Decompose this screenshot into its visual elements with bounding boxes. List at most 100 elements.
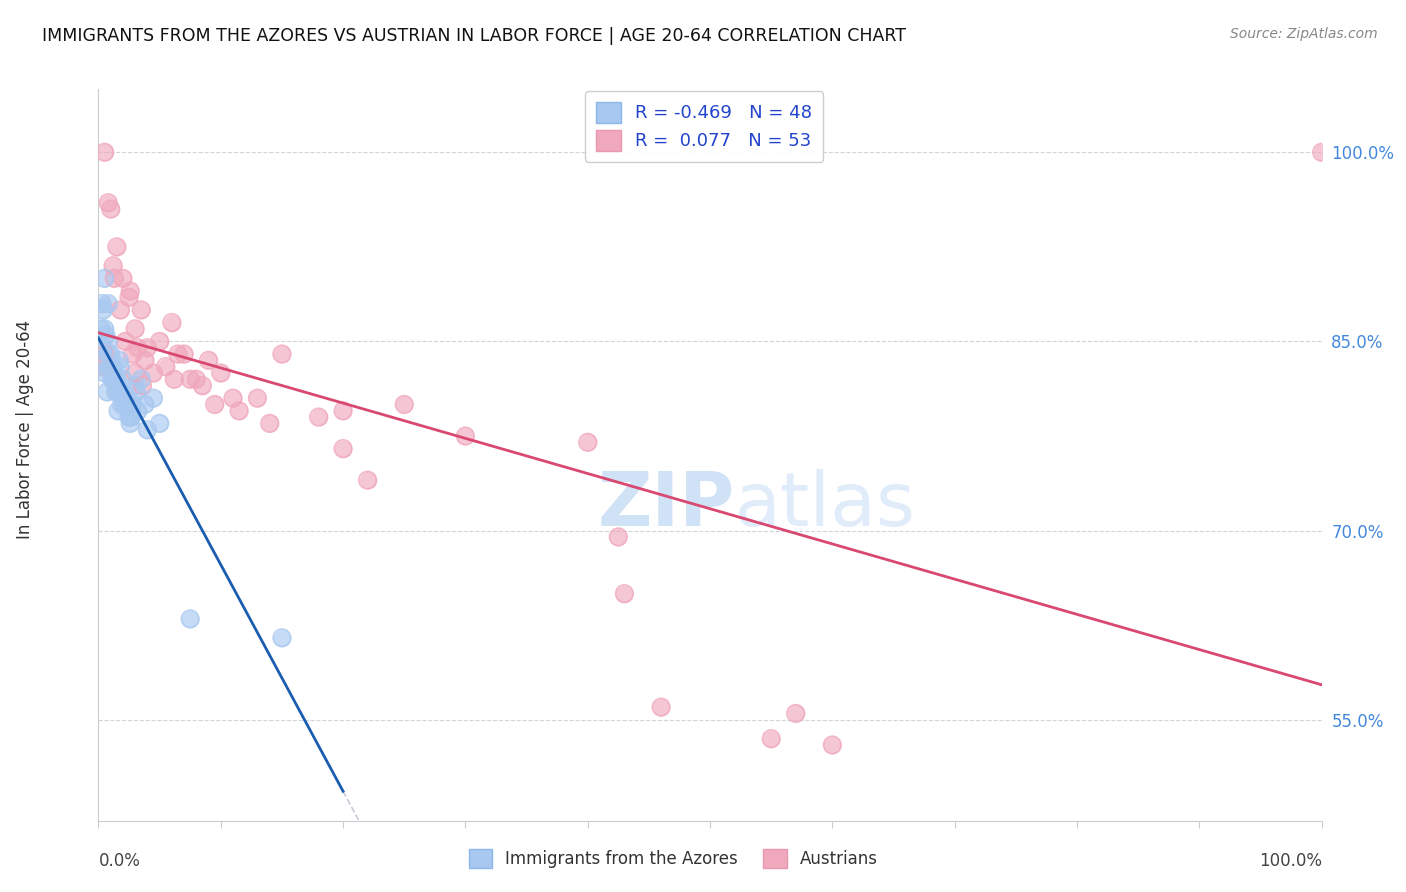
Point <box>110 359 132 374</box>
Point <box>332 442 354 456</box>
Point <box>98 359 121 374</box>
Point <box>93 322 115 336</box>
Point <box>93 271 115 285</box>
Point <box>97 347 120 361</box>
Point <box>607 530 630 544</box>
Point <box>142 391 165 405</box>
Point <box>105 372 128 386</box>
Legend: Immigrants from the Azores, Austrians: Immigrants from the Azores, Austrians <box>463 842 884 874</box>
Point <box>191 378 214 392</box>
Point <box>1310 145 1333 160</box>
Point <box>131 378 153 392</box>
Point <box>131 378 153 392</box>
Point <box>115 391 138 405</box>
Text: 100.0%: 100.0% <box>1258 852 1322 871</box>
Point <box>127 341 149 355</box>
Point <box>97 334 120 349</box>
Point <box>197 353 219 368</box>
Point <box>110 384 132 399</box>
Point <box>93 145 115 160</box>
Point <box>121 347 143 361</box>
Point <box>149 334 172 349</box>
Point <box>115 391 138 405</box>
Point <box>101 372 124 386</box>
Point <box>97 334 120 349</box>
Point <box>112 397 135 411</box>
Point <box>97 296 120 310</box>
Point <box>91 341 114 355</box>
Point <box>785 706 807 721</box>
Point <box>90 322 112 336</box>
Point <box>120 410 142 425</box>
Point <box>120 417 142 431</box>
Point <box>105 384 128 399</box>
Point <box>121 347 143 361</box>
Point <box>454 429 477 443</box>
Point <box>93 366 115 380</box>
Point <box>103 271 125 285</box>
Point <box>308 410 330 425</box>
Point <box>761 731 783 746</box>
Point <box>650 700 672 714</box>
Point <box>356 473 378 487</box>
Point <box>650 700 672 714</box>
Point <box>93 271 115 285</box>
Point <box>96 384 118 399</box>
Point <box>91 359 114 374</box>
Point <box>104 384 127 399</box>
Point <box>105 240 128 254</box>
Point <box>259 417 281 431</box>
Point <box>93 322 115 336</box>
Point <box>228 404 250 418</box>
Point <box>270 631 294 645</box>
Point <box>110 384 132 399</box>
Point <box>173 347 195 361</box>
Text: In Labor Force | Age 20-64: In Labor Force | Age 20-64 <box>15 320 34 540</box>
Point <box>107 404 129 418</box>
Point <box>167 347 190 361</box>
Point <box>120 284 142 298</box>
Point <box>124 322 146 336</box>
Text: atlas: atlas <box>734 469 915 541</box>
Point <box>114 391 136 405</box>
Point <box>167 347 190 361</box>
Point <box>111 397 134 411</box>
Point <box>97 347 120 361</box>
Point <box>104 384 127 399</box>
Point <box>197 353 219 368</box>
Point <box>111 271 134 285</box>
Point <box>246 391 269 405</box>
Point <box>97 195 120 210</box>
Point <box>101 359 124 374</box>
Point <box>332 404 354 418</box>
Text: Source: ZipAtlas.com: Source: ZipAtlas.com <box>1230 27 1378 41</box>
Point <box>91 359 114 374</box>
Point <box>101 372 124 386</box>
Point <box>222 391 245 405</box>
Text: ZIP: ZIP <box>598 469 734 541</box>
Point <box>163 372 186 386</box>
Point <box>129 302 152 317</box>
Point <box>129 372 152 386</box>
Point <box>228 404 250 418</box>
Point <box>111 372 134 386</box>
Point <box>97 296 120 310</box>
Point <box>112 397 135 411</box>
Point <box>114 334 136 349</box>
Point <box>613 587 636 601</box>
Text: IMMIGRANTS FROM THE AZORES VS AUSTRIAN IN LABOR FORCE | AGE 20-64 CORRELATION CH: IMMIGRANTS FROM THE AZORES VS AUSTRIAN I… <box>42 27 907 45</box>
Point <box>246 391 269 405</box>
Point <box>111 391 134 405</box>
Point <box>94 328 117 343</box>
Point <box>155 359 177 374</box>
Point <box>607 530 630 544</box>
Point <box>127 341 149 355</box>
Point <box>179 372 201 386</box>
Point <box>160 316 183 330</box>
Point <box>134 397 156 411</box>
Point <box>110 359 132 374</box>
Point <box>101 372 124 386</box>
Point <box>785 706 807 721</box>
Point <box>179 372 201 386</box>
Point <box>124 366 146 380</box>
